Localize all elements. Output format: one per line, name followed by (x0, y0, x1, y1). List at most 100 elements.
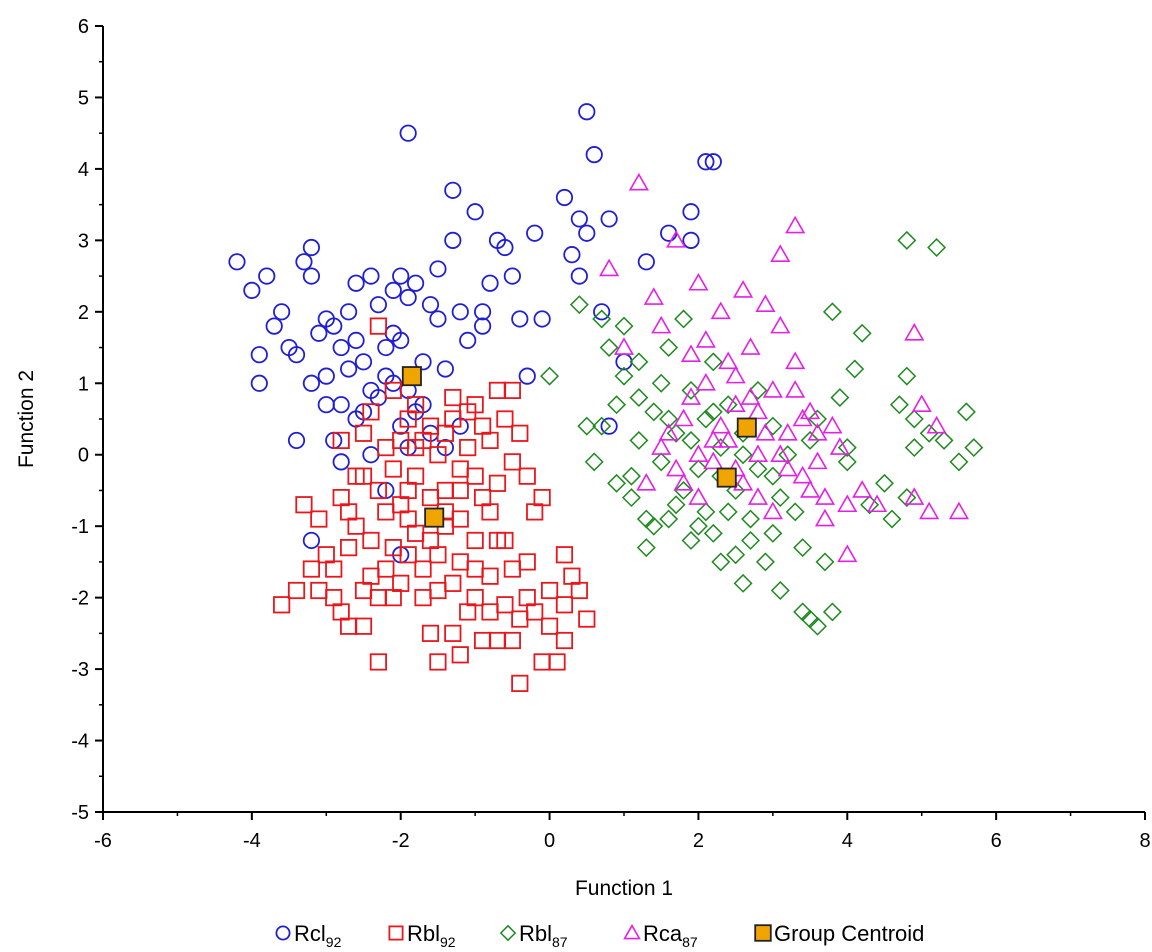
data-point-rbl87 (636, 538, 656, 558)
data-point-rbl87 (822, 302, 842, 322)
data-point-rbl87 (688, 459, 708, 479)
data-point-rca87 (673, 408, 694, 427)
data-point-rbl87 (778, 445, 798, 465)
data-point-rca87 (703, 430, 724, 448)
data-point-rcl92 (444, 231, 462, 249)
data-point-rbl92 (503, 453, 521, 471)
data-point-rca87 (755, 422, 776, 441)
data-point-rbl92 (481, 431, 499, 450)
data-point-rbl87 (763, 466, 783, 486)
data-point-rca87 (718, 430, 739, 448)
data-point-rcl92 (377, 338, 395, 357)
data-point-rcl92 (697, 153, 715, 171)
data-point-rbl92 (369, 653, 387, 671)
data-point-rbl87 (651, 452, 671, 472)
data-point-rbl92 (473, 417, 492, 435)
data-point-rbl87 (629, 352, 649, 372)
data-point-rca87 (800, 401, 821, 420)
data-point-rbl92 (511, 610, 529, 628)
legend-label-rbl87: Rbl87 (519, 921, 568, 950)
y-tick-label: 3 (78, 230, 89, 252)
data-point-rcl92 (496, 238, 514, 257)
data-point-rcl92 (347, 331, 365, 349)
data-point-rbl92 (526, 503, 544, 521)
data-point-rbl87 (934, 430, 954, 450)
x-tick-label: 6 (991, 830, 1002, 852)
data-point-rcl92 (555, 188, 574, 207)
data-point-rca87 (680, 344, 702, 363)
data-point-rca87 (837, 494, 858, 513)
data-point-rca87 (688, 444, 709, 463)
data-point-rcl92 (317, 367, 335, 385)
data-point-rbl92 (466, 396, 484, 414)
data-point-rca87 (904, 487, 925, 505)
data-point-rcl92 (302, 531, 320, 550)
data-point-rbl87 (770, 581, 790, 600)
data-point-rbl87 (674, 309, 694, 329)
data-point-rbl87 (696, 502, 716, 522)
data-point-rcl92 (302, 267, 320, 285)
data-point-rcl92 (444, 181, 462, 199)
data-point-rca87 (829, 437, 850, 455)
data-point-rbl92 (332, 603, 350, 621)
data-point-rcl92 (332, 338, 350, 357)
data-point-rcl92 (347, 274, 365, 292)
data-point-rcl92 (429, 310, 447, 328)
data-point-rbl92 (340, 617, 358, 635)
data-point-rbl92 (466, 589, 484, 607)
data-point-rca87 (866, 494, 888, 513)
data-point-rcl92 (302, 238, 320, 257)
data-point-rbl92 (540, 617, 559, 635)
data-point-rbl87 (822, 602, 842, 622)
data-point-rbl87 (607, 473, 627, 493)
data-point-rcl92 (578, 103, 596, 121)
data-point-rcl92 (600, 210, 618, 228)
data-point-rca87 (740, 387, 761, 405)
data-point-rca87 (747, 401, 769, 420)
data-point-rbl87 (681, 531, 701, 550)
data-point-rbl87 (666, 423, 686, 443)
legend-item-rca87: Rca87 (623, 921, 698, 950)
data-point-rcl92 (682, 203, 700, 221)
legend: Rcl92 Rbl92 Rbl87 Rca87 Group Centroid (275, 921, 924, 950)
data-point-rbl92 (451, 460, 469, 478)
data-point-rbl92 (421, 531, 440, 550)
data-point-rca87 (785, 351, 806, 370)
data-point-rbl87 (659, 509, 679, 529)
data-point-group-centroid (401, 366, 422, 387)
data-point-rcl92 (660, 224, 678, 242)
data-point-rbl87 (927, 238, 947, 257)
x-axis-label: Function 1 (575, 877, 673, 900)
data-point-rcl92 (399, 124, 417, 142)
data-point-rca87 (628, 172, 649, 191)
data-point-rcl92 (228, 253, 246, 271)
y-tick-label: -5 (71, 802, 89, 824)
data-point-rbl87 (614, 366, 634, 386)
legend-item-rbl87: Rbl87 (499, 921, 568, 950)
legend-label-rca87: Rca87 (643, 921, 698, 950)
data-point-rca87 (747, 487, 769, 505)
data-point-rca87 (852, 480, 873, 498)
data-point-rbl87 (860, 495, 880, 515)
data-point-rca87 (785, 215, 806, 234)
data-point-rca87 (792, 408, 813, 427)
data-point-rcl92 (362, 267, 380, 285)
legend-label-rcl92: Rcl92 (294, 921, 342, 950)
data-point-rcl92 (287, 431, 306, 450)
data-point-rcl92 (317, 396, 335, 414)
data-point-rbl92 (421, 624, 440, 642)
data-point-rca87 (725, 394, 746, 413)
legend-item-rcl92: Rcl92 (275, 921, 342, 950)
data-point-rca87 (904, 322, 925, 341)
data-point-rbl92 (578, 610, 596, 628)
data-point-rbl92 (459, 603, 477, 621)
data-point-rcl92 (340, 303, 358, 321)
data-point-rbl92 (533, 488, 551, 507)
data-point-rbl87 (919, 423, 939, 443)
data-point-rcl92 (250, 374, 268, 392)
data-point-rbl92 (518, 589, 536, 607)
data-point-rbl87 (681, 430, 701, 450)
data-point-rcl92 (392, 267, 410, 285)
data-point-rca87 (792, 465, 813, 484)
data-point-rbl87 (755, 552, 775, 572)
